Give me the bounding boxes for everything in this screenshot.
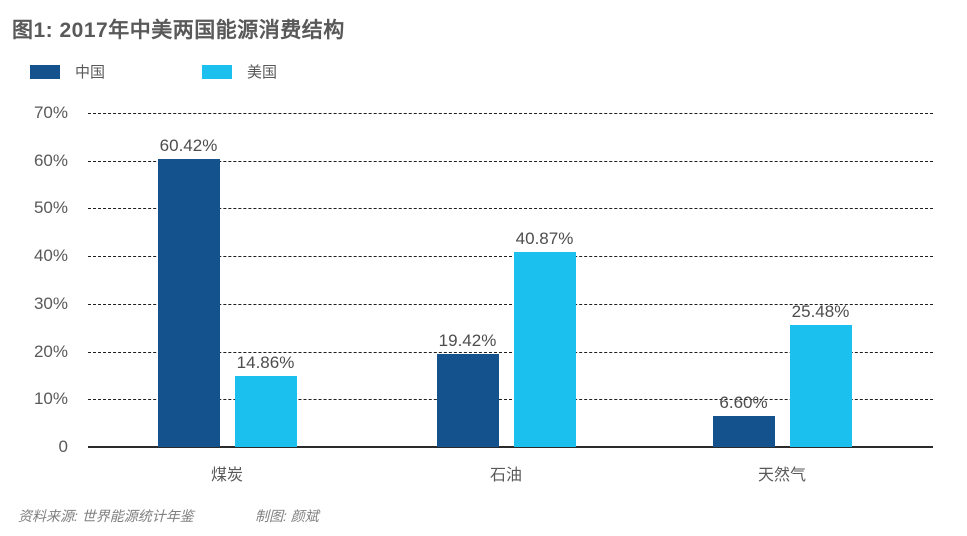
gridline — [88, 399, 933, 401]
gridline — [88, 351, 933, 353]
gridline — [88, 113, 933, 114]
chart-title: 图1: 2017年中美两国能源消费结构 — [12, 19, 345, 42]
y-tick-label: 60% — [33, 150, 68, 170]
x-axis-baseline — [88, 446, 933, 448]
bar-value-label: 14.86% — [236, 353, 295, 373]
legend-item-usa: 美国 — [202, 61, 277, 82]
data-source-note: 资料来源: 世界能源统计年鉴 — [18, 508, 194, 524]
chart-credit-note: 制图: 颜斌 — [255, 508, 319, 524]
gridline — [88, 160, 933, 162]
bar-series-0-cat-1 — [436, 354, 499, 447]
bar-series-1-cat-0 — [234, 376, 297, 447]
gridline — [88, 208, 933, 210]
bar-series-1-cat-2 — [789, 325, 852, 447]
bar-value-label: 6.60% — [719, 392, 768, 412]
bar-value-label: 60.42% — [159, 135, 218, 155]
y-tick-label: 30% — [33, 293, 68, 313]
gridline — [88, 256, 933, 258]
bar-series-0-cat-2 — [712, 415, 775, 447]
bar-series-1-cat-1 — [513, 251, 576, 447]
legend-item-china: 中国 — [30, 61, 105, 82]
legend-swatch-usa — [202, 64, 232, 79]
bar-value-label: 19.42% — [438, 331, 497, 351]
y-tick-label: 10% — [33, 389, 68, 409]
legend-swatch-china — [30, 64, 60, 79]
y-tick-label: 20% — [33, 341, 68, 361]
y-tick-label: 40% — [33, 246, 68, 266]
category-label: 煤炭 — [210, 467, 243, 484]
bar-series-0-cat-0 — [157, 158, 220, 447]
category-label: 石油 — [489, 467, 522, 484]
bar-value-label: 25.48% — [791, 302, 850, 322]
y-tick-label: 50% — [33, 198, 68, 218]
y-tick-label: 70% — [33, 103, 68, 122]
gridline — [88, 303, 933, 305]
bar-value-label: 40.87% — [515, 228, 574, 248]
y-tick-label: 0 — [58, 437, 68, 456]
bar-chart-plot-area: 70% 60% 50% 40% 30% 20% 10% 0 60.42% 14.86% 煤炭 19.4… — [0, 95, 967, 515]
category-label: 天然气 — [757, 467, 806, 484]
legend-label-china: 中国 — [75, 64, 106, 81]
legend-label-usa: 美国 — [247, 64, 278, 81]
